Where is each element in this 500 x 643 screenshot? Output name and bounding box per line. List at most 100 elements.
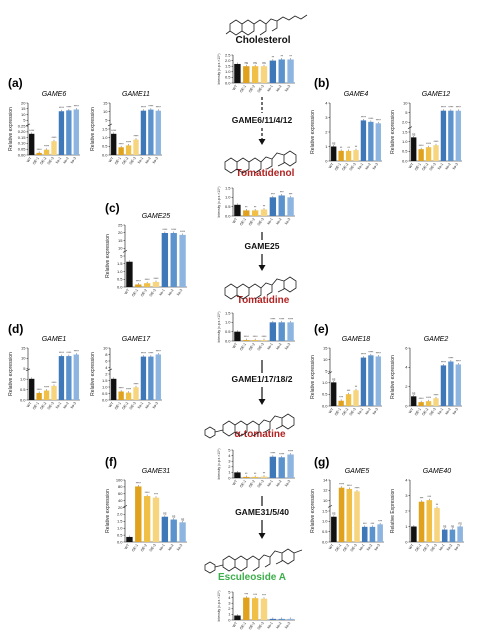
x-tick-label-wt: WT bbox=[408, 543, 415, 551]
y-tick-label: 0 bbox=[325, 158, 328, 163]
axis-break bbox=[107, 368, 113, 372]
bar-ko-3 bbox=[375, 356, 381, 406]
x-tick-label-oe-1: OE-1 bbox=[239, 342, 247, 351]
y-axis-label: Relative expression bbox=[8, 107, 14, 151]
y-tick-label: 2.0 bbox=[225, 58, 231, 63]
x-tick-label-oe-1: OE-1 bbox=[334, 407, 342, 416]
significance-label: *** bbox=[271, 192, 275, 196]
y-tick-label: 3 bbox=[228, 459, 231, 464]
y-tick-label: 0 bbox=[228, 617, 231, 622]
bar-oe-2 bbox=[125, 392, 132, 400]
bar-wt bbox=[234, 204, 241, 216]
x-tick-label-oe-2: OE-2 bbox=[341, 162, 349, 171]
y-tick-label: 0.05 bbox=[18, 147, 27, 152]
axis-break bbox=[25, 123, 31, 127]
y-tick-label: 2 bbox=[228, 606, 231, 611]
bar-ko-3 bbox=[455, 364, 461, 406]
x-tick-label-ko-1: ko-1 bbox=[437, 407, 444, 415]
significance-label: **** bbox=[368, 117, 374, 121]
x-tick-label-oe-1: OE-1 bbox=[114, 401, 122, 410]
x-tick-label-ko-3: ko-3 bbox=[152, 156, 159, 164]
bar-oe-3 bbox=[133, 139, 139, 155]
chart-alpha-tomatine: Intensity (c.p.s ×10⁵) 012345WT**OE-1**OE… bbox=[217, 447, 295, 488]
structure-alpha-tomatine bbox=[204, 413, 295, 439]
x-tick-label-ko-3: ko-3 bbox=[284, 342, 291, 350]
x-tick-label-oe-1: OE-1 bbox=[114, 156, 122, 165]
bar-ko-3 bbox=[287, 322, 294, 341]
y-tick-label: 2 bbox=[405, 384, 408, 389]
bar-ko-2 bbox=[170, 232, 177, 287]
significance-label: **** bbox=[376, 351, 382, 355]
step-label-game31-5-40: GAME31/5/40 bbox=[235, 507, 289, 517]
significance-label: **** bbox=[448, 357, 454, 361]
x-tick-label-wt: WT bbox=[108, 401, 115, 409]
bar-ko-1 bbox=[269, 322, 277, 341]
bar-oe-1 bbox=[118, 147, 124, 155]
axis-break bbox=[122, 250, 128, 253]
y-axis-label: Relative expression bbox=[105, 234, 111, 278]
y-tick-label: 1.0 bbox=[322, 519, 328, 524]
y-axis-label: Relative expression bbox=[390, 110, 396, 154]
y-tick-label: 0.15 bbox=[18, 135, 27, 140]
bar-oe-3 bbox=[152, 281, 160, 287]
y-tick-label: 10 bbox=[103, 345, 108, 350]
significance-label: ** bbox=[355, 145, 358, 149]
bar-ko-1 bbox=[140, 356, 147, 400]
y-tick-label: 1.5 bbox=[117, 261, 123, 266]
bar-oe-3 bbox=[434, 507, 440, 542]
y-axis-label: Relative expression bbox=[105, 489, 111, 533]
chart-game2: GAME2 Relative expression 0 2 4 6 ns WT **** OE-1… bbox=[390, 336, 462, 416]
significance-label: **** bbox=[448, 106, 454, 110]
significance-label: **** bbox=[52, 136, 58, 140]
bar-oe-1 bbox=[243, 66, 250, 83]
y-axis-label: Relative expression bbox=[310, 489, 316, 533]
bar-ko-1 bbox=[361, 526, 368, 542]
x-tick-label-ko-3: ko-3 bbox=[152, 401, 159, 409]
bar-oe-3 bbox=[260, 209, 268, 216]
bar-ko-3 bbox=[375, 123, 381, 161]
y-tick-label: 15 bbox=[103, 100, 108, 105]
x-tick-label-ko-2: ko-2 bbox=[62, 156, 69, 164]
y-tick-label: 0.0 bbox=[322, 403, 328, 408]
bar-ko-3 bbox=[179, 522, 186, 542]
significance-label: ns bbox=[451, 525, 455, 529]
x-tick-label-oe-3: OE-3 bbox=[257, 217, 265, 226]
significance-label: *** bbox=[289, 192, 293, 196]
significance-label: **** bbox=[37, 148, 43, 152]
bar-ko-1 bbox=[269, 197, 277, 216]
bar-oe-1 bbox=[418, 402, 424, 406]
significance-label: **** bbox=[270, 317, 276, 321]
bar-oe-1 bbox=[135, 486, 142, 542]
y-tick-label: 0.0 bbox=[102, 397, 108, 402]
bar-oe-1 bbox=[243, 476, 250, 478]
y-tick-label: 0.20 bbox=[18, 129, 27, 134]
x-tick-label-ko-1: ko-1 bbox=[358, 543, 365, 551]
significance-label: **** bbox=[136, 279, 142, 283]
chart-title-game25: GAME25 bbox=[142, 213, 171, 220]
y-tick-label: 60 bbox=[118, 491, 123, 496]
y-tick-label: 25 bbox=[118, 222, 123, 227]
chart-tomatidine: Intensity (c.p.s ×10⁵) 0.0 0.5 1.0 1.5 WT ****… bbox=[217, 310, 295, 351]
chart-game40: GAME40 Relative Expression 0 1 2 3 4 WT *** OE-1 *… bbox=[390, 468, 464, 552]
bar-ko-2 bbox=[449, 529, 456, 542]
y-tick-label: 2.5 bbox=[225, 52, 231, 57]
significance-label: **** bbox=[66, 105, 72, 109]
significance-label: *** bbox=[371, 522, 375, 526]
y-tick-label: 1.0 bbox=[102, 135, 108, 140]
bar-wt bbox=[126, 261, 133, 287]
bar-ko-3 bbox=[287, 618, 294, 620]
significance-label: ns bbox=[332, 377, 336, 381]
y-tick-label: 1.5 bbox=[322, 508, 328, 513]
y-tick-label: 6 bbox=[105, 358, 108, 363]
significance-label: *** bbox=[427, 495, 431, 499]
x-tick-label-ko-2: ko-2 bbox=[144, 401, 151, 409]
axis-break bbox=[107, 123, 113, 127]
x-tick-label-ko-2: ko-2 bbox=[167, 288, 174, 296]
y-tick-label: 1.0 bbox=[225, 195, 231, 200]
x-tick-label-oe-3: OE-3 bbox=[429, 162, 437, 171]
significance-label: ** bbox=[436, 503, 439, 507]
y-tick-label: 15 bbox=[118, 238, 123, 243]
x-tick-label-oe-3: OE-3 bbox=[429, 407, 437, 416]
significance-label: **** bbox=[119, 142, 125, 146]
x-tick-label-wt: WT bbox=[124, 543, 131, 551]
